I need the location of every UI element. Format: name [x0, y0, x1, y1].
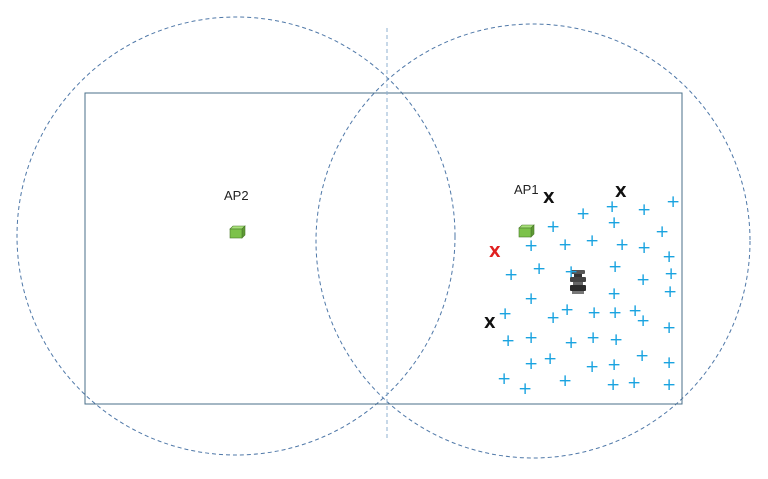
plus-marker: +	[576, 204, 590, 224]
plus-marker: +	[606, 375, 620, 395]
plus-marker: +	[662, 375, 676, 395]
plus-marker: +	[663, 282, 677, 302]
plus-marker: +	[564, 333, 578, 353]
plus-marker: +	[628, 301, 642, 321]
plus-marker: +	[524, 289, 538, 309]
plus-marker: +	[558, 235, 572, 255]
green-box-icon	[229, 225, 246, 239]
plus-marker: +	[627, 373, 641, 393]
plus-marker: +	[543, 349, 557, 369]
plus-marker: +	[615, 235, 629, 255]
plus-marker: +	[608, 257, 622, 277]
plus-marker: +	[564, 262, 578, 282]
plus-marker: +	[635, 346, 649, 366]
x-marker: X	[484, 314, 496, 332]
x-marker: X	[615, 183, 627, 201]
plus-marker: +	[524, 354, 538, 374]
plus-marker: +	[585, 357, 599, 377]
ap2-label: AP2	[224, 188, 249, 203]
plus-marker: +	[666, 192, 680, 212]
plus-marker: +	[546, 217, 560, 237]
plus-marker: +	[637, 238, 651, 258]
plus-marker: +	[636, 270, 650, 290]
plus-marker: +	[498, 304, 512, 324]
plus-marker: +	[607, 355, 621, 375]
failure-points: X X X X	[484, 183, 627, 332]
plus-marker: +	[501, 331, 515, 351]
coverage-circle-ap1	[315, 23, 751, 459]
plus-marker: +	[524, 328, 538, 348]
plus-marker: +	[558, 371, 572, 391]
plus-marker: +	[609, 330, 623, 350]
plus-marker: +	[560, 300, 574, 320]
plus-marker: +	[608, 303, 622, 323]
robot-icon	[570, 270, 586, 294]
plus-marker: +	[546, 308, 560, 328]
plus-marker: +	[664, 264, 678, 284]
plus-marker: +	[585, 231, 599, 251]
plus-marker: +	[662, 247, 676, 267]
measurement-points: ++ + + ++ ++ + + + + ++ + + ++ ++ + ++ + + + + ++ ++ + + + ++ + + + +…	[497, 192, 680, 399]
plus-marker: +	[636, 311, 650, 331]
room-boundary	[84, 92, 683, 405]
green-box-icon	[518, 224, 535, 238]
x-marker-red: X	[489, 243, 501, 261]
x-marker: X	[543, 189, 555, 207]
plus-marker: +	[662, 318, 676, 338]
plus-marker: +	[637, 200, 651, 220]
plus-marker: +	[586, 328, 600, 348]
plus-marker: +	[662, 353, 676, 373]
plus-marker: +	[497, 369, 511, 389]
coverage-circle-ap2	[16, 16, 456, 456]
plus-marker: +	[524, 236, 538, 256]
plus-marker: +	[518, 379, 532, 399]
plus-marker: +	[607, 213, 621, 233]
plus-marker: +	[607, 284, 621, 304]
plus-marker: +	[587, 303, 601, 323]
ap1-label: AP1	[514, 182, 539, 197]
plus-marker: +	[605, 197, 619, 217]
plus-marker: +	[532, 259, 546, 279]
plus-marker: +	[655, 222, 669, 242]
plus-marker: +	[504, 265, 518, 285]
